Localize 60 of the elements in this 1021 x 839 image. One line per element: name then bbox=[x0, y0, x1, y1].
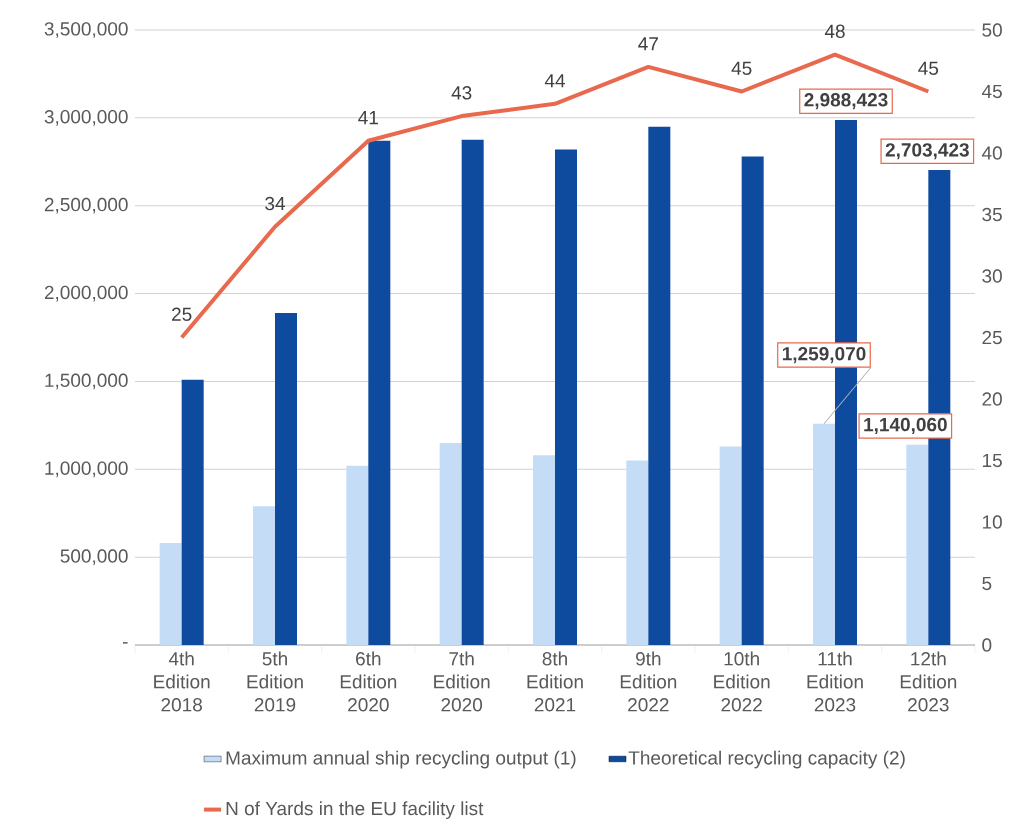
x-tick-label: 8th Edition 2021 bbox=[527, 651, 583, 712]
data-label: 45 bbox=[918, 61, 939, 75]
data-label: 1,140,060 bbox=[864, 417, 947, 435]
bar bbox=[812, 423, 835, 645]
y-tick-label: 2,500,000 bbox=[44, 197, 128, 214]
y2-tick-label: 5 bbox=[982, 576, 992, 591]
bar bbox=[626, 460, 649, 645]
y-tick-label: 1,000,000 bbox=[45, 461, 128, 478]
y2-tick-label: 50 bbox=[982, 23, 1002, 37]
y2-tick-label: 45 bbox=[981, 84, 1002, 99]
y2-tick-label: 10 bbox=[982, 515, 1002, 529]
data-label: 44 bbox=[544, 74, 565, 88]
x-tick-label: 11th Edition 2023 bbox=[807, 651, 863, 712]
bar bbox=[533, 455, 555, 645]
y-tick-label: 500,000 bbox=[60, 549, 128, 565]
data-label: 1,259,070 bbox=[782, 346, 866, 364]
data-label: 25 bbox=[172, 307, 192, 321]
bar bbox=[181, 379, 204, 645]
y2-tick-label: 35 bbox=[982, 207, 1002, 222]
data-label: 2,703,423 bbox=[885, 143, 969, 160]
x-tick-label: 12th Edition 2023 bbox=[900, 651, 957, 712]
y-tick-label: 3,500,000 bbox=[44, 22, 128, 38]
y-tick-label: 2,000,000 bbox=[44, 285, 128, 302]
legend-label: N of Yards in the EU facility list bbox=[226, 801, 484, 819]
y-tick-label: 3,000,000 bbox=[44, 110, 128, 126]
x-tick-label: 4th Edition 2018 bbox=[154, 651, 210, 712]
bar bbox=[741, 156, 764, 645]
x-tick-label: 7th Edition 2020 bbox=[434, 651, 490, 712]
bar bbox=[439, 442, 462, 645]
x-tick-label: 5th Edition 2019 bbox=[247, 651, 303, 712]
bar bbox=[906, 444, 929, 645]
data-label: 34 bbox=[265, 196, 285, 211]
bar bbox=[159, 543, 182, 645]
bar bbox=[275, 312, 297, 645]
x-tick-label: 9th Edition 2022 bbox=[620, 651, 677, 712]
data-label: 48 bbox=[824, 24, 845, 39]
data-label: 2,988,423 bbox=[804, 93, 888, 110]
bar bbox=[346, 465, 369, 645]
x-tick-label: 6th Edition 2020 bbox=[340, 651, 397, 712]
bar bbox=[461, 139, 484, 645]
y2-tick-label: 15 bbox=[982, 453, 1002, 468]
legend-label: Theoretical recycling capacity (2) bbox=[628, 750, 905, 769]
bar bbox=[368, 140, 391, 645]
x-tick-label: 10th Edition 2022 bbox=[714, 651, 770, 712]
bar bbox=[555, 149, 577, 645]
y-tick-label: 1,500,000 bbox=[45, 373, 128, 390]
y2-tick-label: 0 bbox=[982, 638, 992, 652]
bar bbox=[648, 126, 671, 645]
legend-label: Maximum annual ship recycling output (1) bbox=[226, 750, 576, 769]
y2-tick-label: 25 bbox=[982, 330, 1002, 345]
data-label: 41 bbox=[358, 111, 378, 125]
bar bbox=[253, 506, 275, 645]
y-tick-label: - bbox=[122, 642, 128, 644]
y2-tick-label: 40 bbox=[981, 146, 1002, 160]
data-label: 45 bbox=[731, 61, 752, 75]
bar bbox=[719, 446, 742, 645]
data-label: 47 bbox=[638, 37, 658, 51]
y2-tick-label: 20 bbox=[982, 392, 1002, 406]
data-label: 43 bbox=[451, 86, 472, 100]
y2-tick-label: 30 bbox=[982, 269, 1002, 283]
